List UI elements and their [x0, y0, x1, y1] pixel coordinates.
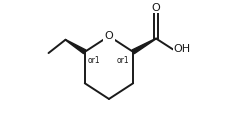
- Text: O: O: [151, 3, 160, 13]
- Text: OH: OH: [173, 44, 190, 54]
- Polygon shape: [65, 40, 86, 54]
- Text: O: O: [104, 31, 113, 41]
- Text: or1: or1: [87, 56, 100, 65]
- Text: or1: or1: [116, 56, 129, 65]
- Polygon shape: [131, 38, 155, 54]
